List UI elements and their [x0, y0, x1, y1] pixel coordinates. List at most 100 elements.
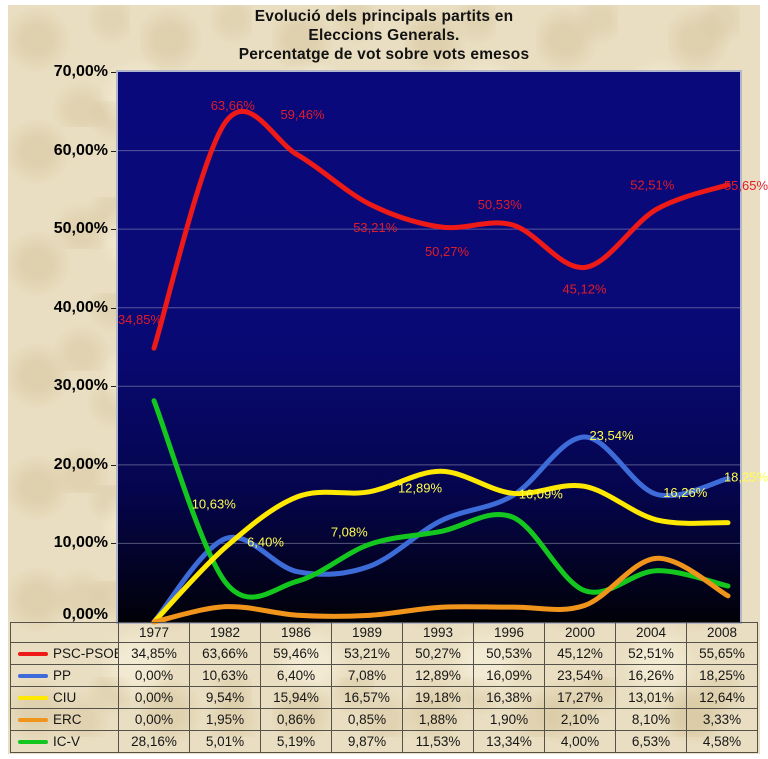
legend-cell: IC-V: [12, 734, 118, 749]
y-axis-label: 50,00%: [53, 220, 108, 238]
y-axis-tick: [111, 543, 118, 545]
value-cell: 16,09%: [473, 664, 545, 687]
year-header-cell: 1989: [331, 622, 403, 643]
y-axis-label: 40,00%: [53, 298, 108, 316]
data-label-pp: 16,09%: [519, 487, 564, 502]
value-cell: 10,63%: [189, 664, 261, 687]
data-label-pp: 6,40%: [247, 535, 284, 550]
value-cell: 50,53%: [473, 642, 545, 665]
data-label-psc-psoe: 50,53%: [478, 197, 523, 212]
series-name: ERC: [53, 712, 82, 727]
value-cell: 0,00%: [118, 664, 190, 687]
series-line-pp: [151, 434, 731, 625]
series-line-ic-v: [151, 398, 731, 600]
value-cell: 6,40%: [260, 664, 332, 687]
series-name: PSC-PSOE: [53, 646, 119, 661]
series-line-ciu: [151, 468, 731, 625]
year-header-cell: 2004: [615, 622, 687, 643]
data-label-pp: 18,25%: [724, 470, 768, 485]
legend-swatch-icon: [18, 739, 48, 744]
y-axis-tick: [111, 72, 118, 73]
value-cell: 12,89%: [402, 664, 474, 687]
series-name: PP: [53, 668, 72, 683]
table-row-ic-v: IC-V 28,16% 5,01% 5,19% 9,87% 11,53% 13,34% 4,0…: [10, 730, 758, 753]
y-axis-tick: [111, 464, 118, 466]
value-cell: 0,00%: [118, 708, 190, 731]
plot-area: 34,85% 63,66% 59,46% 53,21% 50,27% 50,53% 45,1…: [116, 70, 768, 625]
data-label-pp: 7,08%: [331, 524, 368, 539]
year-header-cell: 1996: [473, 622, 545, 643]
legend-swatch-icon: [18, 673, 48, 678]
y-axis-label: 20,00%: [53, 455, 108, 473]
data-table: 1977 1982 1986 1989 1993 1996 2000 2004 2008 PSC…: [10, 622, 758, 753]
data-label-psc-psoe: 53,21%: [353, 220, 398, 235]
data-label-pp: 10,63%: [192, 496, 237, 511]
series-line-psc-psoe: [151, 108, 731, 351]
y-axis-label: 10,00%: [53, 534, 108, 552]
y-axis-tick: [111, 386, 118, 388]
value-cell: 12,64%: [686, 686, 758, 709]
value-cell: 17,27%: [544, 686, 616, 709]
year-header-cell: 1993: [402, 622, 474, 643]
value-cell: 50,27%: [402, 642, 474, 665]
y-axis-label: 70,00%: [53, 63, 108, 80]
data-label-psc-psoe: 34,85%: [118, 312, 163, 327]
value-cell: 4,58%: [686, 730, 758, 753]
value-cell: 0,85%: [331, 708, 403, 731]
chart-canvas: 34,85% 63,66% 59,46% 53,21% 50,27% 50,53% 45,1…: [118, 98, 768, 625]
value-cell: 0,00%: [118, 686, 190, 709]
value-cell: 16,57%: [331, 686, 403, 709]
value-cell: 63,66%: [189, 642, 261, 665]
value-cell: 0,86%: [260, 708, 332, 731]
value-cell: 1,95%: [189, 708, 261, 731]
value-cell: 16,38%: [473, 686, 545, 709]
data-label-psc-psoe: 55,65%: [724, 178, 768, 193]
table-row-psc-psoe: PSC-PSOE 34,85% 63,66% 59,46% 53,21% 50,27% 50…: [10, 642, 758, 665]
value-cell: 9,87%: [331, 730, 403, 753]
value-cell: 34,85%: [118, 642, 190, 665]
data-label-pp: 16,26%: [663, 485, 708, 500]
value-cell: 45,12%: [544, 642, 616, 665]
value-cell: 23,54%: [544, 664, 616, 687]
value-cell: 2,10%: [544, 708, 616, 731]
chart-title: Evolució dels principals partits en Elec…: [0, 7, 768, 64]
value-cell: 9,54%: [189, 686, 261, 709]
value-cell: 13,34%: [473, 730, 545, 753]
year-header-cell: 1982: [189, 622, 261, 643]
value-cell: 11,53%: [402, 730, 474, 753]
year-header-cell: 2000: [544, 622, 616, 643]
value-cell: 1,88%: [402, 708, 474, 731]
y-axis-tick: [111, 229, 118, 231]
year-header-cell: 1986: [260, 622, 332, 643]
table-row-erc: ERC 0,00% 1,95% 0,86% 0,85% 1,88% 1,90% 2,10% 8,…: [10, 708, 758, 731]
value-cell: 19,18%: [402, 686, 474, 709]
value-cell: 5,19%: [260, 730, 332, 753]
value-cell: 7,08%: [331, 664, 403, 687]
chart-title-line-1: Evolució dels principals partits en: [254, 8, 514, 25]
value-cell: 3,33%: [686, 708, 758, 731]
data-label-psc-psoe: 50,27%: [425, 244, 470, 259]
y-axis-tick: [111, 150, 118, 152]
value-cell: 15,94%: [260, 686, 332, 709]
value-cell: 53,21%: [331, 642, 403, 665]
data-label-psc-psoe: 63,66%: [211, 98, 256, 113]
legend-swatch-icon: [18, 651, 48, 656]
legend-cell: CIU: [12, 690, 118, 705]
chart-title-line-2: Eleccions Generals.: [308, 27, 460, 44]
legend-cell: ERC: [12, 712, 118, 727]
series-name: CIU: [53, 690, 77, 705]
value-cell: 13,01%: [615, 686, 687, 709]
data-label-psc-psoe: 59,46%: [280, 107, 325, 122]
year-header-cell: 1977: [118, 622, 190, 643]
table-row-pp: PP 0,00% 10,63% 6,40% 7,08% 12,89% 16,09% 23,54…: [10, 664, 758, 687]
value-cell: 59,46%: [260, 642, 332, 665]
y-axis-label: 0,00%: [62, 606, 108, 623]
chart-title-line-3: Percentatge de vot sobre vots emesos: [238, 46, 530, 63]
table-row-ciu: CIU 0,00% 9,54% 15,94% 16,57% 19,18% 16,38% 17,…: [10, 686, 758, 709]
data-label-pp: 23,54%: [589, 428, 634, 443]
series-line-erc: [151, 555, 731, 625]
series-name: IC-V: [53, 734, 80, 749]
legend-swatch-icon: [18, 717, 48, 722]
value-cell: 52,51%: [615, 642, 687, 665]
value-cell: 6,53%: [615, 730, 687, 753]
